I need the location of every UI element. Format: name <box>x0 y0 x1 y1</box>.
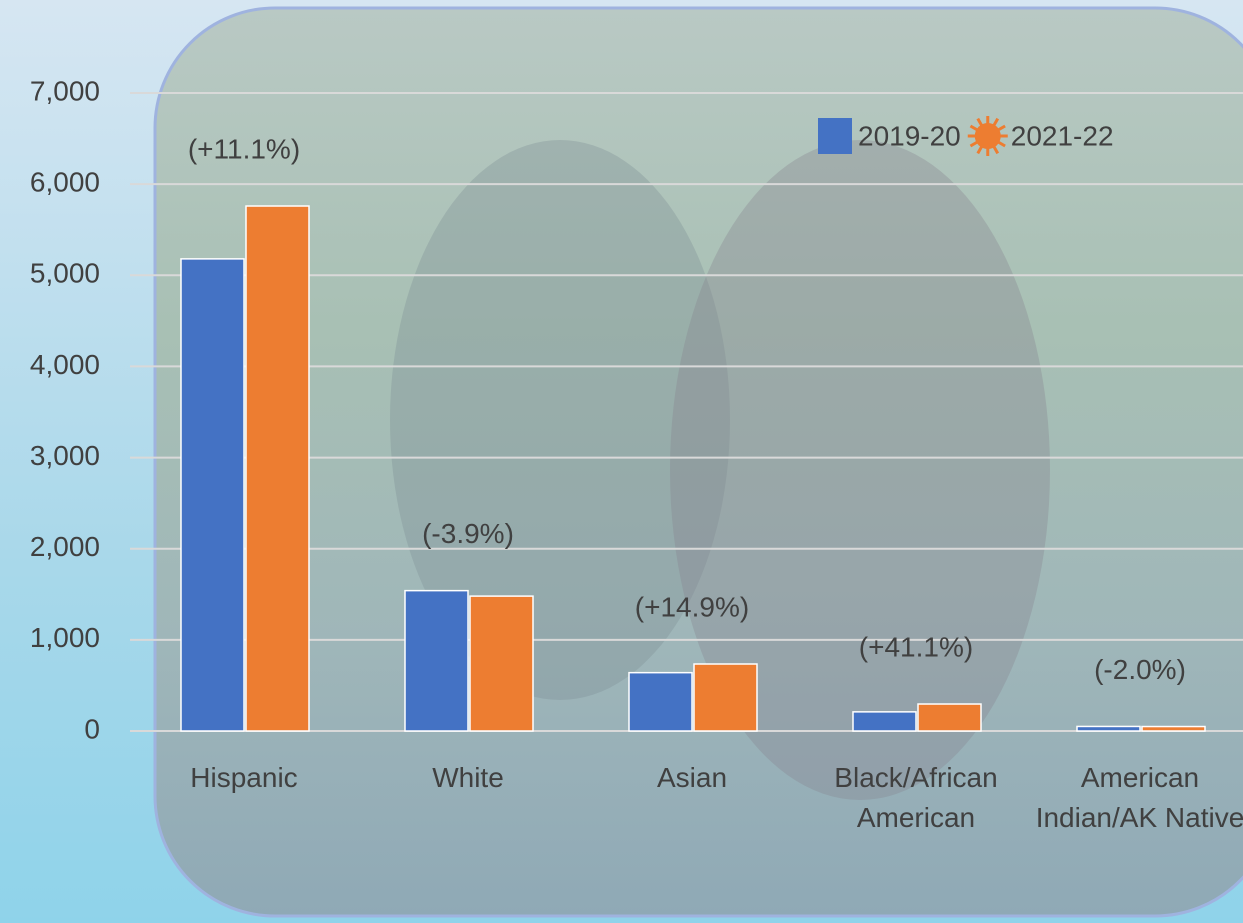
y-tick-label: 7,000 <box>30 75 100 106</box>
bar <box>918 704 981 731</box>
bar <box>470 596 533 731</box>
change-annotation: (-3.9%) <box>422 518 514 549</box>
legend-label: 2021-22 <box>1011 120 1114 151</box>
legend-swatch <box>818 118 852 154</box>
bar <box>694 664 757 731</box>
change-annotation: (-2.0%) <box>1094 654 1186 685</box>
bar <box>246 206 309 731</box>
bar <box>1142 727 1205 731</box>
change-annotation: (+41.1%) <box>859 631 973 662</box>
x-tick-label: American Indian/AK Native <box>1035 758 1243 838</box>
page: 0 1,000 2,000 3,000 4,000 5,000 6,000 7,000 (+11… <box>0 0 1243 923</box>
bar <box>1077 726 1140 731</box>
x-tick-label: Black/African American <box>811 758 1021 838</box>
change-annotation: (+11.1%) <box>188 133 300 164</box>
y-tick-label: 5,000 <box>30 258 100 289</box>
legend-label: 2019-20 <box>858 120 961 151</box>
change-annotation: (+14.9%) <box>635 591 749 622</box>
x-tick-label: Hispanic <box>139 758 349 798</box>
y-tick-label: 1,000 <box>30 622 100 653</box>
y-tick-label: 3,000 <box>30 440 100 471</box>
x-tick-label: Asian <box>587 758 797 798</box>
y-tick-label: 6,000 <box>30 167 100 198</box>
bar <box>629 673 692 731</box>
y-tick-label: 4,000 <box>30 349 100 380</box>
y-tick-label: 2,000 <box>30 531 100 562</box>
legend-swatch <box>975 123 1001 149</box>
bar <box>853 712 916 731</box>
bar <box>181 259 244 731</box>
y-tick-label: 0 <box>84 713 100 744</box>
bar <box>405 591 468 731</box>
x-tick-label: White <box>363 758 573 798</box>
